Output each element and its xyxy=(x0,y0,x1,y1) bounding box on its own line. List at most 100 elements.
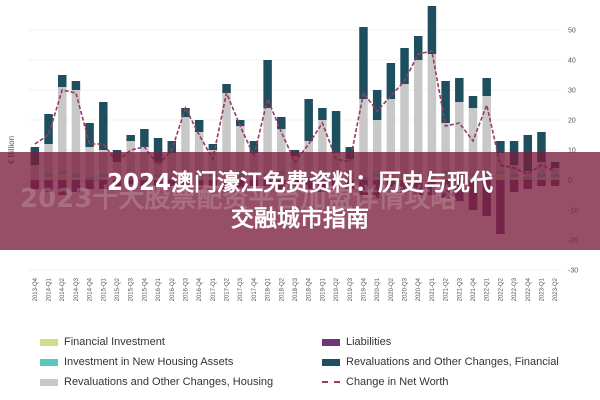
legend-item-revaluations-financial: Revaluations and Other Changes, Financia… xyxy=(322,356,559,368)
bar xyxy=(194,120,204,132)
bar xyxy=(249,141,259,153)
bar xyxy=(153,138,163,162)
legend-label: Change in Net Worth xyxy=(346,376,449,388)
legend-swatch xyxy=(40,358,58,366)
bar xyxy=(455,102,464,174)
bar xyxy=(44,114,53,144)
x-tick-label: 2021-Q2 xyxy=(444,277,450,301)
bar xyxy=(222,93,231,171)
x-tick-label: 2021-Q1 xyxy=(430,277,436,301)
bar xyxy=(277,129,286,171)
x-tick-label: 2017-Q3 xyxy=(238,277,244,301)
x-tick-label: 2021-Q4 xyxy=(471,277,477,301)
bar xyxy=(413,60,423,174)
bar xyxy=(482,96,491,174)
bar xyxy=(386,99,396,171)
x-tick-label: 2014-Q2 xyxy=(60,277,66,301)
x-tick-label: 2023-Q2 xyxy=(553,277,559,301)
legend-item-financial-investment: Financial Investment xyxy=(40,336,165,348)
x-tick-label: 2015-Q1 xyxy=(101,277,107,301)
x-tick-label: 2022-Q3 xyxy=(512,277,518,301)
x-tick-label: 2018-Q3 xyxy=(293,277,299,301)
bar xyxy=(235,120,245,126)
bar xyxy=(235,126,245,174)
x-tick-label: 2020-Q3 xyxy=(403,277,409,301)
bar xyxy=(277,117,286,129)
y-tick-label: 10 xyxy=(568,148,576,155)
x-tick-label: 2017-Q2 xyxy=(225,277,231,301)
bar xyxy=(400,84,409,174)
bar xyxy=(331,111,341,153)
bar xyxy=(482,78,491,96)
bar xyxy=(318,108,327,120)
legend-swatch xyxy=(40,338,58,346)
bar xyxy=(57,75,67,87)
legend-item-investment-housing: Investment in New Housing Assets xyxy=(40,356,233,368)
x-tick-label: 2022-Q2 xyxy=(498,277,504,301)
x-tick-label: 2016-Q3 xyxy=(183,277,189,301)
legend-label: Revaluations and Other Changes, Financia… xyxy=(346,356,559,368)
legend-item-revaluations-housing: Revaluations and Other Changes, Housing xyxy=(40,376,273,388)
legend-label: Revaluations and Other Changes, Housing xyxy=(64,376,274,388)
x-tick-label: 2022-Q4 xyxy=(526,277,532,301)
x-tick-label: 2014-Q1 xyxy=(47,277,53,301)
x-tick-label: 2020-Q2 xyxy=(389,277,395,301)
bar xyxy=(400,48,409,84)
y-tick-label: -30 xyxy=(568,268,578,275)
y-tick-label: 50 xyxy=(568,28,576,35)
bar xyxy=(455,78,464,102)
bar xyxy=(126,135,135,141)
bar xyxy=(386,63,396,99)
bar xyxy=(413,36,423,60)
bar xyxy=(71,81,81,90)
bar xyxy=(372,120,382,174)
x-tick-label: 2018-Q2 xyxy=(279,277,285,301)
legend-swatch xyxy=(322,338,340,346)
x-tick-label: 2016-Q2 xyxy=(170,277,176,301)
x-tick-label: 2014-Q3 xyxy=(74,277,80,301)
banner-title-line2: 交融城市指南 xyxy=(231,206,369,232)
x-tick-label: 2017-Q1 xyxy=(211,277,217,301)
bar xyxy=(85,123,94,147)
legend-swatch xyxy=(322,358,340,366)
bar xyxy=(537,132,546,162)
x-tick-label: 2020-Q1 xyxy=(375,277,381,301)
bar xyxy=(99,102,108,150)
y-axis-label: € Billion xyxy=(7,136,16,164)
legend-item-liabilities: Liabilities xyxy=(322,336,391,348)
x-tick-label: 2019-Q4 xyxy=(361,277,367,301)
bar xyxy=(427,6,437,54)
x-tick-label: 2022-Q1 xyxy=(485,277,491,301)
x-tick-label: 2015-Q3 xyxy=(129,277,135,301)
bar xyxy=(57,87,67,171)
legend-item-net-worth: Change in Net Worth xyxy=(322,376,449,388)
title-banner xyxy=(0,152,600,250)
x-tick-label: 2018-Q4 xyxy=(307,277,313,301)
x-tick-label: 2020-Q4 xyxy=(416,277,422,301)
bar xyxy=(208,144,218,150)
bar xyxy=(496,141,505,153)
legend-label: Liabilities xyxy=(346,336,392,348)
bar xyxy=(167,141,177,153)
bar xyxy=(181,117,190,177)
bar xyxy=(359,99,368,177)
y-tick-label: 30 xyxy=(568,88,576,95)
banner-title: 2024澳门濠江免费资料：历史与现代 交融城市指南 xyxy=(0,165,600,237)
bar xyxy=(304,99,313,141)
x-tick-label: 2019-Q2 xyxy=(334,277,340,301)
legend-label: Financial Investment xyxy=(64,336,165,348)
x-tick-label: 2015-Q4 xyxy=(142,277,148,301)
x-tick-label: 2016-Q1 xyxy=(156,277,162,301)
x-tick-label: 2013-Q4 xyxy=(33,277,39,301)
legend-swatch xyxy=(322,381,340,383)
x-tick-label: 2018-Q1 xyxy=(266,277,272,301)
bar xyxy=(222,84,231,93)
x-tick-label: 2021-Q3 xyxy=(457,277,463,301)
bar xyxy=(181,108,190,117)
legend-label: Investment in New Housing Assets xyxy=(64,356,234,368)
bar xyxy=(372,90,382,120)
bar xyxy=(427,54,437,174)
bar xyxy=(359,27,368,99)
x-tick-label: 2017-Q4 xyxy=(252,277,258,301)
legend-swatch xyxy=(40,378,58,386)
